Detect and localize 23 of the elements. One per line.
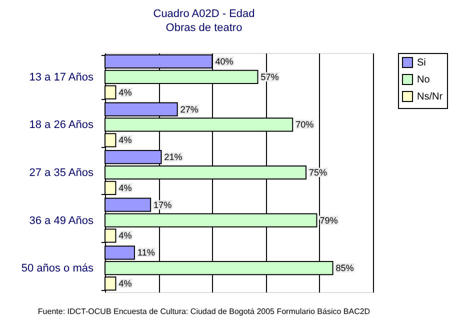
data-label: 4% <box>118 230 132 241</box>
legend-label: No <box>417 74 430 86</box>
data-label: 4% <box>118 135 132 146</box>
data-label: 70% <box>296 120 314 130</box>
data-label: 27% <box>180 104 198 114</box>
data-label: 40% <box>215 56 234 66</box>
data-label: 4% <box>118 182 132 193</box>
y-tick-label: 27 a 35 Años <box>29 167 94 179</box>
y-tick-label: 36 a 49 Años <box>29 214 94 227</box>
source-note: Fuente: IDCT-OCUB Encuesta de Cultura: Ciudad de Bogotá 2005 Formulario Básico BAC2D <box>38 307 370 316</box>
y-tick-label: 50 años o más <box>21 262 94 275</box>
chart-title: Cuadro A02D - Edad <box>153 8 255 20</box>
data-label: 79% <box>320 215 338 226</box>
data-label: 4% <box>118 278 132 289</box>
data-label: 21% <box>164 152 182 162</box>
data-label: 85% <box>336 263 354 274</box>
legend-label: Si <box>417 58 426 68</box>
chart-subtitle: Obras de teatro <box>166 22 242 34</box>
y-tick-label: 13 a 17 Años <box>29 71 94 84</box>
data-label: 11% <box>137 248 155 258</box>
y-tick-label: 18 a 26 Años <box>29 119 94 132</box>
legend-label: Ns/Nr <box>417 92 444 102</box>
data-label: 4% <box>118 87 132 98</box>
